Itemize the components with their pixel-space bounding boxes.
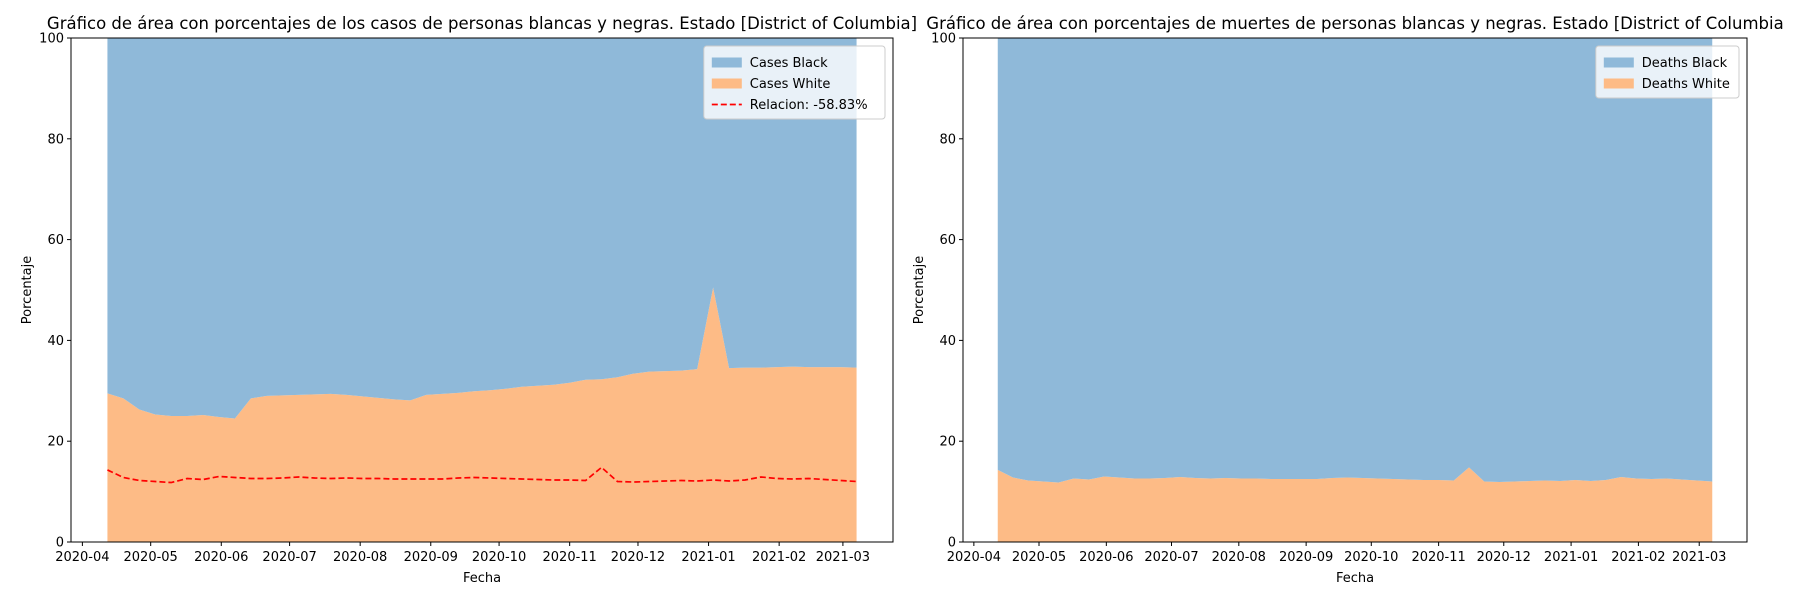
legend-label: Relacion: -58.83% [750,98,868,113]
x-tick-label: 2021-03 [1672,550,1726,565]
legend-swatch [1603,78,1634,89]
y-tick-label: 0 [948,536,956,551]
x-tick-label: 2020-12 [1477,550,1531,565]
y-tick-label: 40 [47,334,64,349]
y-tick-label: 60 [47,233,64,248]
y-tick-label: 100 [931,32,956,47]
legend-swatch [1603,57,1634,68]
x-tick-label: 2021-01 [681,550,735,565]
x-tick-label: 2020-05 [124,550,178,565]
x-axis-label: Fecha [1336,571,1374,586]
legend-box [703,45,886,120]
subplot: 0 20 40 60 80 100 2020-04 2020-05 2020-06 2020-07… [912,14,1784,586]
y-tick-label: 20 [939,435,956,450]
y-tick-label: 40 [939,334,956,349]
y-tick-label: 60 [939,233,956,248]
y-tick-label: 100 [39,32,64,47]
legend-label: Deaths Black [1642,56,1728,71]
y-tick-label: 0 [56,536,64,551]
legend-label: Deaths White [1642,77,1730,92]
line [107,466,857,484]
x-tick-label: 2020-09 [1279,550,1333,565]
x-tick-label: 2020-09 [404,550,458,565]
legend-swatch [711,57,742,68]
x-tick-label: 2020-08 [1212,550,1266,565]
chart-title: Gráfico de área con porcentajes de los c… [47,14,917,33]
x-tick-label: 2021-02 [1611,550,1665,565]
x-tick-label: 2021-03 [816,550,870,565]
legend-swatch [711,78,742,89]
x-tick-label: 2020-05 [1012,550,1066,565]
area [107,38,857,419]
x-tick-label: 2020-11 [543,550,597,565]
x-tick-label: 2020-06 [1079,550,1133,565]
x-tick-label: 2020-12 [611,550,665,565]
x-tick-label: 2020-07 [262,550,316,565]
x-tick-label: 2021-02 [752,550,806,565]
area [997,38,1713,483]
x-tick-label: 2020-04 [55,550,109,565]
legend: Cases Black Cases White Relacion: -58.83% [703,45,886,120]
legend: Deaths Black Deaths White [1595,45,1740,99]
y-axis-label: Porcentaje [20,256,35,324]
x-tick-label: 2020-10 [472,550,526,565]
y-axis-label: Porcentaje [912,256,927,324]
x-tick-label: 2020-11 [1411,550,1465,565]
x-tick-label: 2020-10 [1344,550,1398,565]
x-axis-label: Fecha [463,571,501,586]
x-tick-label: 2020-08 [333,550,387,565]
y-tick-label: 80 [939,132,956,147]
legend-label: Cases White [750,77,831,92]
y-tick-label: 20 [47,435,64,450]
legend-label: Cases Black [750,56,828,71]
x-tick-label: 2021-01 [1544,550,1598,565]
plot-frame [70,37,894,543]
subplot: 0 20 40 60 80 100 2020-04 2020-05 2020-06 2020-07… [20,14,917,586]
x-tick-label: 2020-07 [1144,550,1198,565]
area [997,467,1713,542]
x-tick-label: 2020-06 [194,550,248,565]
chart-title: Gráfico de área con porcentajes de muert… [926,14,1783,33]
x-tick-label: 2020-04 [947,550,1001,565]
plot-frame [962,37,1748,543]
area [107,287,857,542]
y-tick-label: 80 [47,132,64,147]
